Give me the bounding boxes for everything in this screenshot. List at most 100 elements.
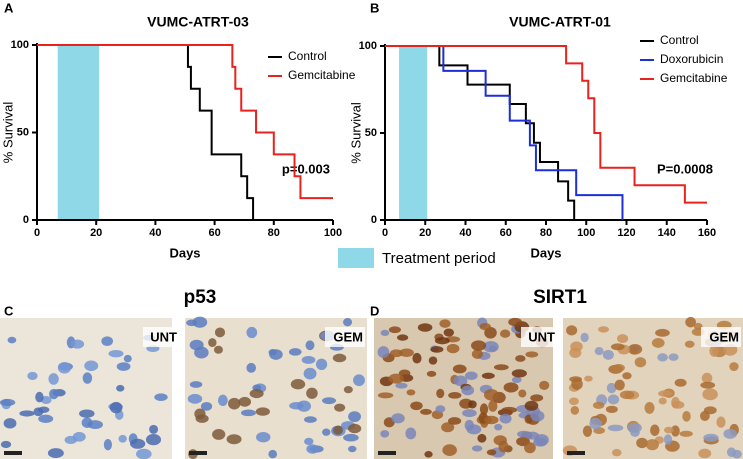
cell-nucleus <box>214 327 226 338</box>
x-tick-label: 0 <box>34 227 40 239</box>
cell-nucleus <box>592 401 605 409</box>
p-value: p=0.003 <box>282 161 330 176</box>
cell-nucleus <box>503 382 519 393</box>
cell-nucleus <box>657 353 668 362</box>
x-tick-label: 60 <box>500 227 512 239</box>
cell-nucleus <box>524 414 533 424</box>
cell-nucleus <box>611 448 622 457</box>
cell-nucleus <box>471 445 483 452</box>
panel-letter: C <box>4 303 14 318</box>
cell-nucleus <box>436 388 445 399</box>
cell-nucleus <box>380 329 390 336</box>
cell-nucleus <box>501 406 518 414</box>
cell-nucleus <box>716 416 726 428</box>
cell-nucleus <box>636 437 648 449</box>
cell-nucleus <box>616 334 629 344</box>
x-tick-label: 20 <box>90 227 102 239</box>
cell-nucleus <box>671 425 680 437</box>
x-tick-label: 100 <box>324 227 342 239</box>
cell-nucleus <box>417 323 433 332</box>
x-tick-label: 0 <box>382 227 388 239</box>
cell-nucleus <box>606 382 617 394</box>
cell-nucleus <box>116 362 131 371</box>
cell-nucleus <box>607 424 624 432</box>
cell-nucleus <box>116 384 125 392</box>
legend-label: Doxorubicin <box>660 52 723 66</box>
cell-nucleus <box>226 434 242 445</box>
cell-nucleus <box>343 317 353 327</box>
cell-nucleus <box>348 411 361 423</box>
treatment-shade <box>399 46 428 220</box>
cell-nucleus <box>658 390 672 397</box>
x-tick-label: 120 <box>617 227 635 239</box>
cell-nucleus <box>498 440 509 453</box>
y-tick-label: 100 <box>11 39 29 51</box>
cell-nucleus <box>471 349 483 359</box>
cell-nucleus <box>377 392 394 399</box>
cell-nucleus <box>3 418 17 429</box>
cell-nucleus <box>594 347 604 356</box>
cell-nucleus <box>723 428 737 439</box>
cell-nucleus <box>524 400 539 411</box>
scale-bar <box>567 451 585 455</box>
cell-nucleus <box>619 390 635 400</box>
cell-nucleus <box>699 410 710 421</box>
cell-nucleus <box>0 398 16 407</box>
cell-nucleus <box>483 389 499 401</box>
cell-nucleus <box>530 394 544 402</box>
cell-nucleus <box>47 448 64 458</box>
y-tick-label: 50 <box>365 127 377 139</box>
cell-nucleus <box>645 439 659 451</box>
legend-label: Control <box>288 49 327 63</box>
cell-nucleus <box>149 424 159 434</box>
cell-nucleus <box>290 379 306 390</box>
cell-nucleus <box>703 433 719 442</box>
cell-nucleus <box>0 440 12 449</box>
cell-nucleus <box>108 349 124 358</box>
cell-nucleus <box>269 349 283 360</box>
cell-nucleus <box>101 336 114 346</box>
cell-nucleus <box>508 317 523 327</box>
cell-nucleus <box>303 367 317 380</box>
cell-nucleus <box>684 340 695 348</box>
cell-nucleus <box>486 449 497 456</box>
survival-curve <box>385 45 707 204</box>
panel-letter: A <box>4 0 14 15</box>
cell-nucleus <box>582 425 593 437</box>
cell-nucleus <box>192 316 208 328</box>
cell-nucleus <box>488 400 498 412</box>
label-bg <box>521 327 559 347</box>
image-label: UNT <box>528 329 555 344</box>
cell-nucleus <box>481 372 495 379</box>
cell-nucleus <box>589 417 602 430</box>
cell-nucleus <box>249 389 264 399</box>
image-label: GEM <box>709 329 739 344</box>
cell-nucleus <box>412 352 422 364</box>
cell-nucleus <box>709 345 719 357</box>
cell-nucleus <box>315 358 328 371</box>
cell-nucleus <box>306 444 319 454</box>
cell-nucleus <box>494 423 503 431</box>
cell-nucleus <box>103 438 112 451</box>
cell-nucleus <box>439 319 451 328</box>
cell-nucleus <box>109 401 123 414</box>
cell-nucleus <box>570 406 580 415</box>
cell-nucleus <box>499 329 511 338</box>
cell-nucleus <box>518 389 527 398</box>
cell-nucleus <box>622 372 632 380</box>
cell-nucleus <box>27 371 38 381</box>
chart-title: VUMC-ATRT-01 <box>509 14 611 30</box>
survival-curve <box>37 44 255 220</box>
cell-nucleus <box>343 433 359 442</box>
cell-nucleus <box>228 397 241 410</box>
cell-nucleus <box>443 328 455 337</box>
legend-label: Control <box>660 33 699 47</box>
cell-nucleus <box>525 431 540 440</box>
cell-nucleus <box>464 371 478 380</box>
panel-letter: D <box>370 303 379 318</box>
y-axis-label: % Survival <box>0 102 15 164</box>
survival-curve <box>385 45 576 220</box>
cell-nucleus <box>7 336 17 344</box>
cell-nucleus <box>189 339 204 351</box>
